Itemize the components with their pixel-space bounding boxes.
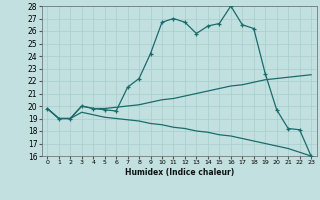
X-axis label: Humidex (Indice chaleur): Humidex (Indice chaleur): [124, 168, 234, 177]
